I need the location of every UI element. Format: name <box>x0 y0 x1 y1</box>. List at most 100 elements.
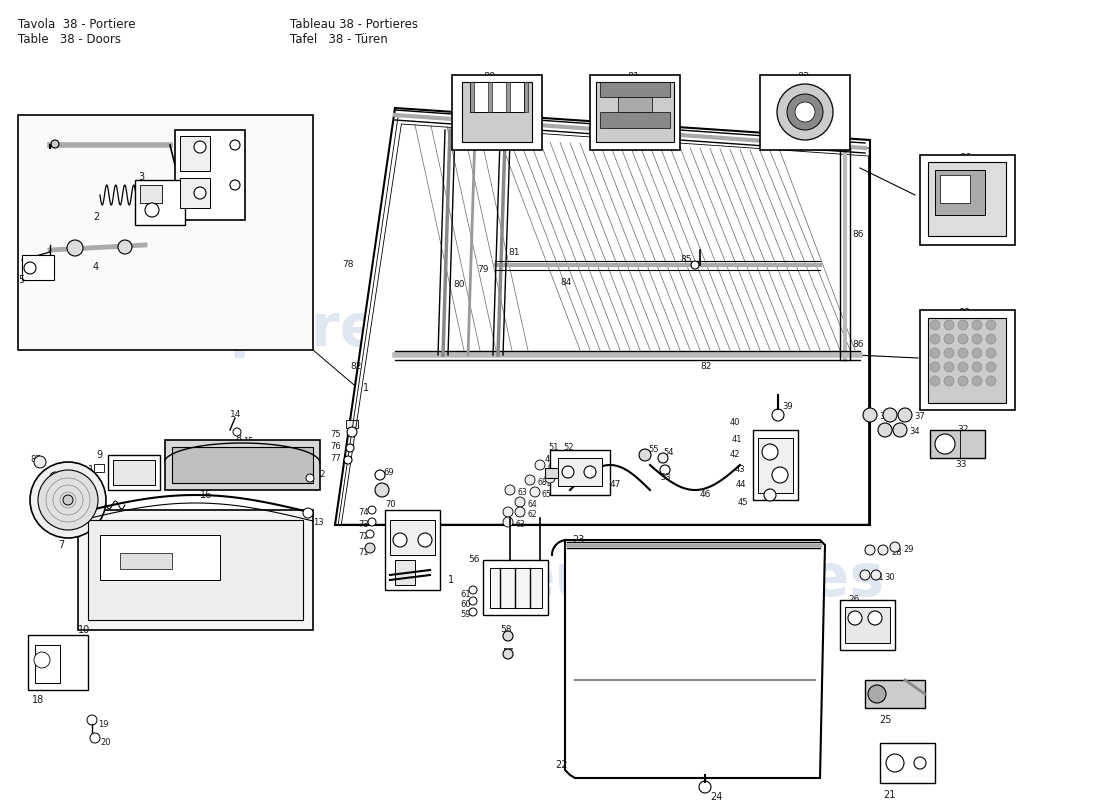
Bar <box>550 450 610 495</box>
Bar <box>470 82 524 112</box>
Text: 30: 30 <box>884 573 894 582</box>
Text: 18: 18 <box>32 695 44 705</box>
Circle shape <box>930 376 940 386</box>
Circle shape <box>944 320 954 330</box>
Text: 15: 15 <box>243 437 253 446</box>
Text: 63: 63 <box>517 488 527 497</box>
Text: 19: 19 <box>98 720 109 729</box>
Bar <box>172 447 314 483</box>
Circle shape <box>194 187 206 199</box>
Text: 44: 44 <box>736 480 747 489</box>
Polygon shape <box>565 540 825 778</box>
Circle shape <box>63 495 73 505</box>
Text: 75: 75 <box>330 430 341 439</box>
Bar <box>524 82 528 112</box>
Text: 55: 55 <box>648 445 659 454</box>
Bar <box>462 82 532 142</box>
Circle shape <box>34 652 50 668</box>
Text: 40: 40 <box>730 418 740 427</box>
Circle shape <box>469 608 477 616</box>
Bar <box>935 170 984 215</box>
Text: 83: 83 <box>796 72 810 82</box>
Circle shape <box>795 102 815 122</box>
Bar <box>35 645 60 683</box>
Text: 10: 10 <box>78 625 90 635</box>
Bar <box>920 310 1015 410</box>
Bar <box>928 318 1006 403</box>
Text: 42: 42 <box>730 450 740 459</box>
Circle shape <box>972 334 982 344</box>
Text: 13: 13 <box>314 518 323 527</box>
Circle shape <box>986 362 996 372</box>
Circle shape <box>986 320 996 330</box>
Text: 34: 34 <box>909 427 920 436</box>
Text: 26: 26 <box>848 595 859 604</box>
Text: 74: 74 <box>358 508 368 517</box>
Text: 68: 68 <box>537 478 547 487</box>
Text: 80: 80 <box>484 72 496 82</box>
Circle shape <box>786 94 823 130</box>
Text: 8: 8 <box>235 434 241 444</box>
Text: Tavola  38 - Portiere: Tavola 38 - Portiere <box>18 18 135 31</box>
Text: 81: 81 <box>627 72 639 82</box>
Circle shape <box>375 483 389 497</box>
Circle shape <box>944 362 954 372</box>
Circle shape <box>584 466 596 478</box>
Circle shape <box>658 453 668 463</box>
Bar <box>760 75 850 150</box>
Bar <box>18 115 314 350</box>
Text: 32: 32 <box>957 425 968 434</box>
Bar <box>865 680 925 708</box>
Text: 7: 7 <box>58 540 64 550</box>
Circle shape <box>505 485 515 495</box>
Bar <box>758 438 793 493</box>
Circle shape <box>868 611 882 625</box>
Text: 53: 53 <box>660 473 671 482</box>
Bar <box>490 568 542 608</box>
Bar <box>618 97 652 112</box>
Text: 37: 37 <box>914 412 925 421</box>
Circle shape <box>562 466 574 478</box>
Bar <box>140 185 162 203</box>
Bar <box>28 635 88 690</box>
Text: 58: 58 <box>500 625 512 634</box>
Circle shape <box>777 84 833 140</box>
Text: 78: 78 <box>342 260 353 269</box>
Bar <box>880 743 935 783</box>
Circle shape <box>848 611 862 625</box>
Bar <box>390 520 435 555</box>
Bar <box>590 75 680 150</box>
Text: 63: 63 <box>515 520 525 529</box>
Bar <box>100 535 220 580</box>
Text: 61: 61 <box>460 590 471 599</box>
Text: 22: 22 <box>556 760 568 770</box>
Circle shape <box>535 460 544 470</box>
Circle shape <box>944 348 954 358</box>
Circle shape <box>958 376 968 386</box>
Text: 11: 11 <box>88 465 100 475</box>
Circle shape <box>890 542 900 552</box>
Bar <box>452 75 542 150</box>
Text: 47: 47 <box>610 480 621 489</box>
Circle shape <box>878 545 888 555</box>
Circle shape <box>944 334 954 344</box>
Circle shape <box>87 715 97 725</box>
Text: 69: 69 <box>383 468 394 477</box>
Text: 14: 14 <box>230 410 241 419</box>
Circle shape <box>972 320 982 330</box>
Circle shape <box>24 262 36 274</box>
Circle shape <box>898 408 912 422</box>
Text: 48: 48 <box>547 480 558 489</box>
Text: 73: 73 <box>358 520 368 529</box>
Text: 9: 9 <box>96 450 102 460</box>
Circle shape <box>306 474 313 482</box>
Circle shape <box>34 456 46 468</box>
Text: eurospares: eurospares <box>45 302 415 358</box>
Text: 52: 52 <box>563 443 573 452</box>
Text: 27: 27 <box>878 548 889 557</box>
Text: 84: 84 <box>560 278 571 287</box>
Text: 17: 17 <box>270 585 283 595</box>
Text: 38: 38 <box>879 412 890 421</box>
Text: 12: 12 <box>315 470 326 479</box>
Circle shape <box>958 320 968 330</box>
